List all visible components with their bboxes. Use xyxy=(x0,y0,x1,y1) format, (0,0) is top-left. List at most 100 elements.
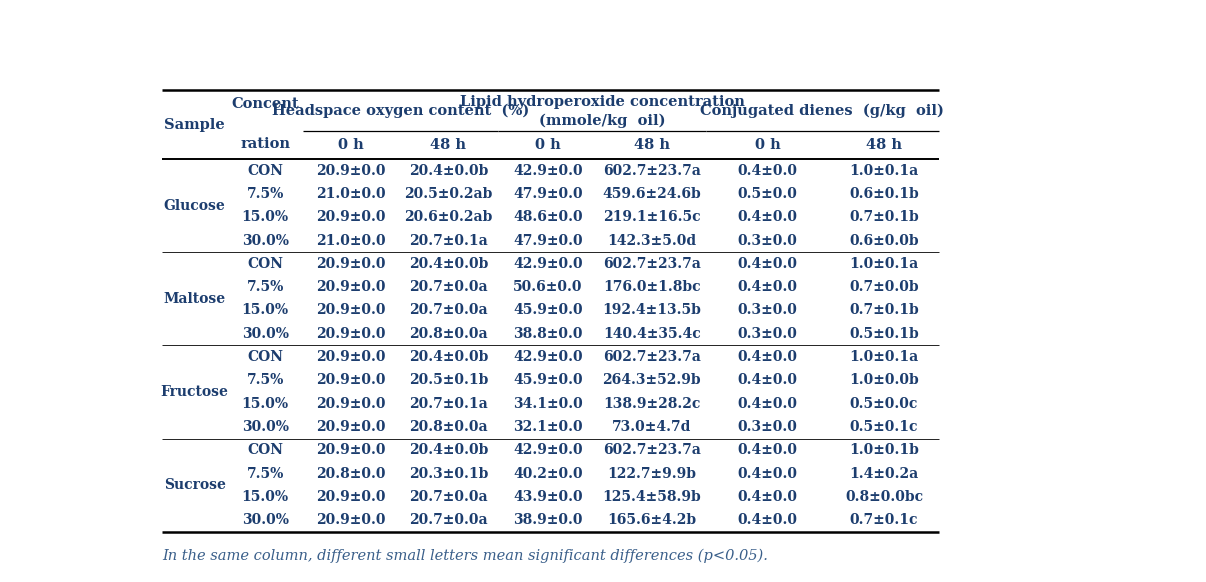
Text: 15.0%: 15.0% xyxy=(241,397,288,411)
Text: 0.3±0.0: 0.3±0.0 xyxy=(738,420,797,434)
Text: 73.0±4.7d: 73.0±4.7d xyxy=(611,420,691,434)
Text: 7.5%: 7.5% xyxy=(246,467,283,481)
Text: 125.4±58.9b: 125.4±58.9b xyxy=(602,490,701,504)
Text: 20.8±0.0a: 20.8±0.0a xyxy=(409,327,487,341)
Text: Sucrose: Sucrose xyxy=(164,478,226,492)
Text: CON: CON xyxy=(247,257,283,271)
Text: 20.9±0.0: 20.9±0.0 xyxy=(316,490,386,504)
Text: 48 h: 48 h xyxy=(866,138,902,152)
Text: 0.4±0.0: 0.4±0.0 xyxy=(738,210,797,224)
Text: 20.3±0.1b: 20.3±0.1b xyxy=(409,467,488,481)
Text: 122.7±9.9b: 122.7±9.9b xyxy=(608,467,696,481)
Text: 0.4±0.0: 0.4±0.0 xyxy=(738,397,797,411)
Text: 47.9±0.0: 47.9±0.0 xyxy=(514,187,582,201)
Text: CON: CON xyxy=(247,164,283,178)
Text: 20.9±0.0: 20.9±0.0 xyxy=(316,374,386,388)
Text: Fructose: Fructose xyxy=(160,385,229,399)
Text: 20.9±0.0: 20.9±0.0 xyxy=(316,443,386,457)
Text: 602.7±23.7a: 602.7±23.7a xyxy=(603,257,701,271)
Text: Conjugated dienes  (g/kg  oil): Conjugated dienes (g/kg oil) xyxy=(701,104,944,118)
Text: 30.0%: 30.0% xyxy=(241,233,288,247)
Text: 0 h: 0 h xyxy=(338,138,364,152)
Text: 32.1±0.0: 32.1±0.0 xyxy=(514,420,582,434)
Text: 15.0%: 15.0% xyxy=(241,303,288,318)
Text: 47.9±0.0: 47.9±0.0 xyxy=(514,233,582,247)
Text: 20.7±0.0a: 20.7±0.0a xyxy=(409,280,487,294)
Text: In the same column, different small letters mean significant differences (p<0.05: In the same column, different small lett… xyxy=(162,549,768,563)
Text: 20.9±0.0: 20.9±0.0 xyxy=(316,303,386,318)
Text: 0.4±0.0: 0.4±0.0 xyxy=(738,490,797,504)
Text: Sample: Sample xyxy=(164,118,226,132)
Text: Lipid hydroperoxide concentration: Lipid hydroperoxide concentration xyxy=(459,94,744,109)
Text: 0.4±0.0: 0.4±0.0 xyxy=(738,164,797,178)
Text: 0.8±0.0bc: 0.8±0.0bc xyxy=(845,490,923,504)
Text: 0.4±0.0: 0.4±0.0 xyxy=(738,513,797,527)
Text: ration: ration xyxy=(240,137,291,151)
Text: 38.8±0.0: 38.8±0.0 xyxy=(514,327,582,341)
Text: 264.3±52.9b: 264.3±52.9b xyxy=(603,374,701,388)
Text: 140.4±35.4c: 140.4±35.4c xyxy=(603,327,701,341)
Text: 0.7±0.0b: 0.7±0.0b xyxy=(849,280,919,294)
Text: 602.7±23.7a: 602.7±23.7a xyxy=(603,350,701,364)
Text: 20.5±0.2ab: 20.5±0.2ab xyxy=(404,187,492,201)
Text: 219.1±16.5c: 219.1±16.5c xyxy=(603,210,701,224)
Text: 20.9±0.0: 20.9±0.0 xyxy=(316,280,386,294)
Text: 0.3±0.0: 0.3±0.0 xyxy=(738,303,797,318)
Text: 38.9±0.0: 38.9±0.0 xyxy=(514,513,582,527)
Text: 20.4±0.0b: 20.4±0.0b xyxy=(409,443,488,457)
Text: 20.4±0.0b: 20.4±0.0b xyxy=(409,350,488,364)
Text: 602.7±23.7a: 602.7±23.7a xyxy=(603,443,701,457)
Text: 20.7±0.0a: 20.7±0.0a xyxy=(409,303,487,318)
Text: 40.2±0.0: 40.2±0.0 xyxy=(514,467,582,481)
Text: 192.4±13.5b: 192.4±13.5b xyxy=(602,303,701,318)
Text: 0.6±0.1b: 0.6±0.1b xyxy=(849,187,919,201)
Text: 0 h: 0 h xyxy=(535,138,561,152)
Text: 20.7±0.1a: 20.7±0.1a xyxy=(409,233,487,247)
Text: (mmole/kg  oil): (mmole/kg oil) xyxy=(539,113,666,128)
Text: 1.0±0.0b: 1.0±0.0b xyxy=(849,374,919,388)
Text: Maltose: Maltose xyxy=(164,292,226,306)
Text: Concent: Concent xyxy=(232,97,299,111)
Text: 0.4±0.0: 0.4±0.0 xyxy=(738,374,797,388)
Text: 142.3±5.0d: 142.3±5.0d xyxy=(607,233,696,247)
Text: 7.5%: 7.5% xyxy=(246,374,283,388)
Text: 0.7±0.1b: 0.7±0.1b xyxy=(849,210,919,224)
Text: 165.6±4.2b: 165.6±4.2b xyxy=(607,513,696,527)
Text: 20.6±0.2ab: 20.6±0.2ab xyxy=(404,210,492,224)
Text: 48.6±0.0: 48.6±0.0 xyxy=(514,210,582,224)
Text: 42.9±0.0: 42.9±0.0 xyxy=(514,164,582,178)
Text: 0.5±0.1c: 0.5±0.1c xyxy=(850,420,918,434)
Text: 0.5±0.0: 0.5±0.0 xyxy=(738,187,797,201)
Text: 30.0%: 30.0% xyxy=(241,420,288,434)
Text: 0.7±0.1c: 0.7±0.1c xyxy=(850,513,918,527)
Text: 1.0±0.1b: 1.0±0.1b xyxy=(849,443,919,457)
Text: 21.0±0.0: 21.0±0.0 xyxy=(316,187,386,201)
Text: 0.4±0.0: 0.4±0.0 xyxy=(738,350,797,364)
Text: 48 h: 48 h xyxy=(431,138,467,152)
Text: 0.3±0.0: 0.3±0.0 xyxy=(738,233,797,247)
Text: CON: CON xyxy=(247,443,283,457)
Text: 20.9±0.0: 20.9±0.0 xyxy=(316,350,386,364)
Text: 20.8±0.0: 20.8±0.0 xyxy=(316,467,386,481)
Text: 45.9±0.0: 45.9±0.0 xyxy=(514,303,582,318)
Text: 0.5±0.1b: 0.5±0.1b xyxy=(849,327,919,341)
Text: 138.9±28.2c: 138.9±28.2c xyxy=(603,397,701,411)
Text: 21.0±0.0: 21.0±0.0 xyxy=(316,233,386,247)
Text: 0 h: 0 h xyxy=(755,138,780,152)
Text: 20.8±0.0a: 20.8±0.0a xyxy=(409,420,487,434)
Text: 20.9±0.0: 20.9±0.0 xyxy=(316,210,386,224)
Text: 45.9±0.0: 45.9±0.0 xyxy=(514,374,582,388)
Text: 20.9±0.0: 20.9±0.0 xyxy=(316,397,386,411)
Text: 0.4±0.0: 0.4±0.0 xyxy=(738,280,797,294)
Text: 15.0%: 15.0% xyxy=(241,210,288,224)
Text: 0.5±0.0c: 0.5±0.0c xyxy=(850,397,918,411)
Text: 0.6±0.0b: 0.6±0.0b xyxy=(849,233,919,247)
Text: 7.5%: 7.5% xyxy=(246,280,283,294)
Text: 34.1±0.0: 34.1±0.0 xyxy=(513,397,582,411)
Text: 20.9±0.0: 20.9±0.0 xyxy=(316,164,386,178)
Text: 20.7±0.1a: 20.7±0.1a xyxy=(409,397,487,411)
Text: 30.0%: 30.0% xyxy=(241,513,288,527)
Text: 50.6±0.0: 50.6±0.0 xyxy=(514,280,582,294)
Text: 0.4±0.0: 0.4±0.0 xyxy=(738,443,797,457)
Text: Headspace oxygen content  (%): Headspace oxygen content (%) xyxy=(273,104,529,118)
